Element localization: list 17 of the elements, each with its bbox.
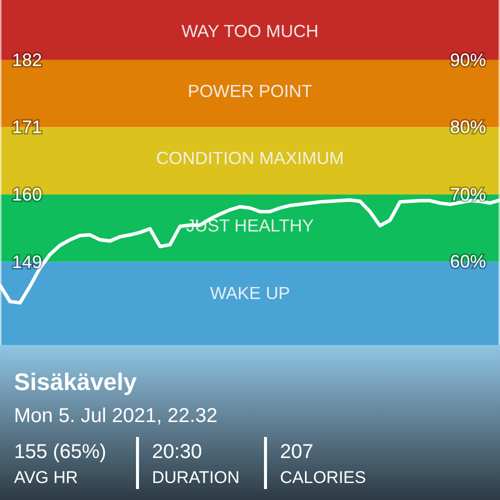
text: Mon 5. Jul 2021, 22.32	[14, 405, 218, 427]
text: 207	[280, 441, 314, 463]
y-tick-label: 171	[12, 117, 42, 138]
band-label: WAKE UP	[210, 282, 290, 303]
band-label: JUST HEALTHY	[186, 216, 314, 236]
text: DURATION	[152, 468, 240, 487]
text: CALORIES	[280, 468, 366, 487]
y2-tick-label: 90%	[450, 50, 486, 70]
band-label: CONDITION MAXIMUM	[156, 148, 344, 168]
text: AVG HR	[14, 468, 78, 487]
y2-tick-label: 80%	[450, 117, 486, 138]
y-tick-label: 182	[12, 50, 42, 70]
band-label: WAY TOO MUCH	[181, 21, 319, 41]
text: 20:30	[152, 441, 202, 463]
text: Sisäkävely	[14, 369, 138, 396]
text: 155 (65%)	[14, 441, 106, 463]
band-label: POWER POINT	[188, 80, 313, 101]
